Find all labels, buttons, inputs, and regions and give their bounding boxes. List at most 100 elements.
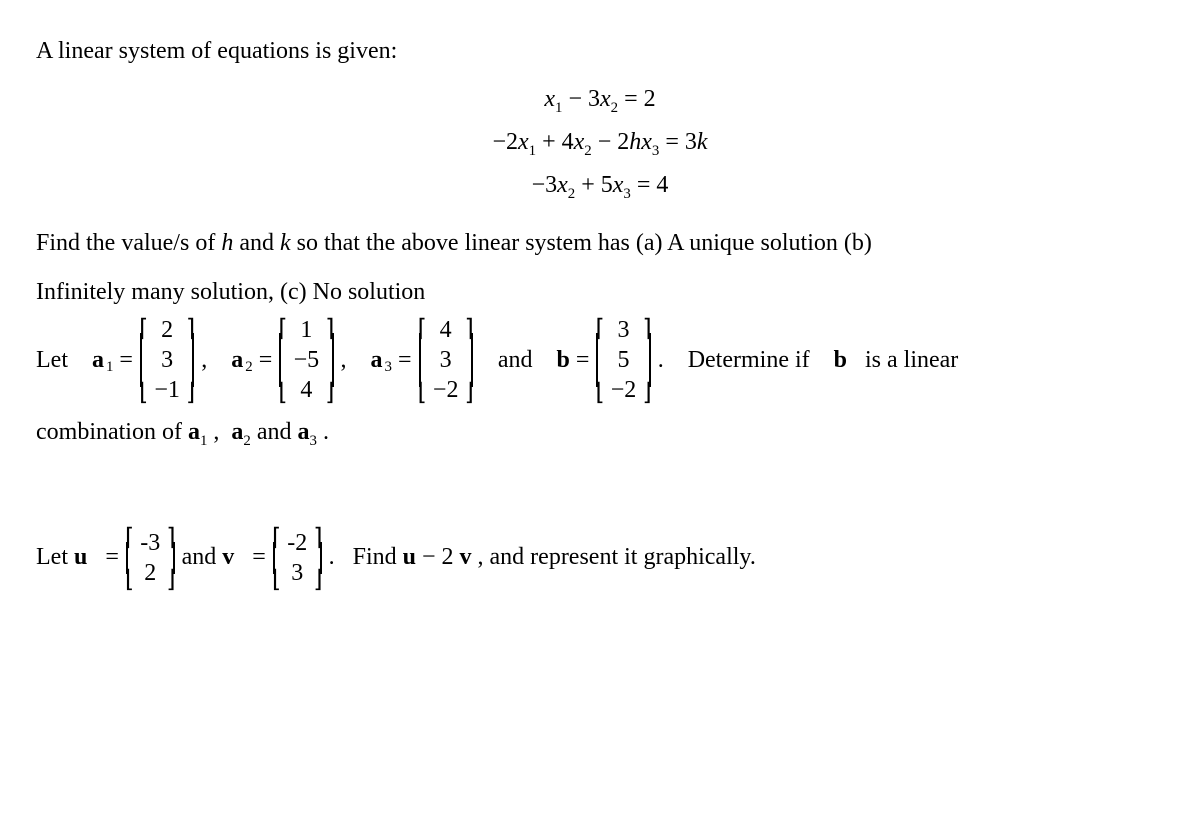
minus-2: − 2 [422, 538, 454, 576]
eq2-a: −2 [492, 129, 518, 155]
eq3-x2: x [557, 172, 568, 198]
equation-1: x1 − 3x2 = 2 [36, 80, 1164, 121]
a2-eq: = [259, 341, 273, 379]
question-line-1: Find the value/s of h and k so that the … [36, 224, 1164, 262]
combo-and: and [257, 419, 298, 445]
a2-e0: 1 [300, 315, 312, 345]
and-label: and [498, 341, 533, 379]
a3-e2: −2 [433, 375, 459, 405]
find-u: u [403, 538, 416, 576]
eq2-s2: 2 [584, 143, 591, 159]
a3-e1: 3 [440, 345, 452, 375]
v-e1: 3 [291, 558, 303, 588]
comma-1: , [201, 341, 207, 379]
combo-comma: , [213, 419, 219, 445]
eq2-k: k [697, 129, 708, 155]
intro-text: A linear system of equations is given: [36, 32, 1164, 70]
a1-e2: −1 [154, 375, 180, 405]
combo-a3: a [298, 419, 310, 445]
q-part-a: Find the value/s of [36, 230, 221, 256]
a1-sub: 1 [106, 345, 113, 375]
a2-sym: a [231, 341, 243, 379]
combo-s2: 2 [243, 433, 250, 449]
u-e1: 2 [144, 558, 156, 588]
is-linear: is a linear [865, 341, 958, 379]
determine-label: Determine if [688, 341, 810, 379]
v-e0: -2 [287, 528, 307, 558]
combo-a2: a [231, 419, 243, 445]
vector-v: ⌈⌊ -23 ⌉⌋ [272, 530, 323, 586]
combo-s1: 1 [200, 433, 207, 449]
eq1-x1: x [544, 86, 555, 112]
combo-a1: a [188, 419, 200, 445]
equation-3: −3x2 + 5x3 = 4 [36, 166, 1164, 207]
eq2-c: − 2 [592, 129, 630, 155]
a1-eq: = [119, 341, 133, 379]
b-is: b [834, 341, 847, 379]
b-label: b = [556, 341, 589, 379]
a1-e1: 3 [161, 345, 173, 375]
eq3-s3: 3 [623, 185, 630, 201]
vector-b: ⌈⌊ 35−2 ⌉⌋ [595, 321, 651, 399]
a1-e0: 2 [161, 315, 173, 345]
eq1-rhs: = 2 [618, 86, 656, 112]
dot: . [658, 341, 664, 379]
comma-2: , [341, 341, 347, 379]
tail-text: , and represent it graphically. [478, 538, 756, 576]
eq1-x2: x [600, 86, 611, 112]
eq2-h: h [629, 129, 641, 155]
vector-a1: ⌈⌊ 23−1 ⌉⌋ [139, 321, 195, 399]
find-label: Find [353, 538, 397, 576]
b-e0: 3 [618, 315, 630, 345]
combo-s3: 3 [310, 433, 317, 449]
a2-sub: 2 [245, 345, 252, 375]
uv-row: Let u = ⌈⌊ -32 ⌉⌋ and v = ⌈⌊ -23 ⌉⌋ . Fi… [36, 530, 1164, 586]
u-sym: u [74, 538, 87, 576]
question-line-2: Infinitely many solution, (c) No solutio… [36, 273, 1164, 311]
a1-label: a 1 = [92, 341, 133, 379]
a3-eq: = [398, 341, 412, 379]
v-sym: v [222, 538, 234, 576]
eq1-mid: − 3 [562, 86, 600, 112]
equation-2: −2x1 + 4x2 − 2hx3 = 3k [36, 123, 1164, 164]
q-k: k [280, 230, 291, 256]
u-e0: -3 [140, 528, 160, 558]
eq3-rhs: = 4 [631, 172, 669, 198]
let-label: Let [36, 341, 68, 379]
let-u-label: Let [36, 538, 68, 576]
b-sym: b [556, 341, 569, 379]
combo-lead: combination of [36, 419, 188, 445]
vector-u: ⌈⌊ -32 ⌉⌋ [125, 530, 176, 586]
a2-e2: 4 [300, 375, 312, 405]
eq2-x3: x [641, 129, 652, 155]
combination-line: combination of a1 , a2 and a3 . [36, 413, 1164, 454]
eq2-x1: x [518, 129, 529, 155]
a3-sym: a [371, 341, 383, 379]
eq2-b: + 4 [536, 129, 574, 155]
b-e1: 5 [618, 345, 630, 375]
combo-dot: . [323, 419, 329, 445]
a1-sym: a [92, 341, 104, 379]
a2-label: a 2 = [231, 341, 272, 379]
a3-e0: 4 [440, 315, 452, 345]
vectors-row: Let a 1 = ⌈⌊ 23−1 ⌉⌋ , a 2 = ⌈⌊ 1−54 ⌉⌋ … [36, 321, 1164, 399]
b-eq: = [576, 341, 590, 379]
a3-sub: 3 [385, 345, 392, 375]
q-part-c: so that the above linear system has (a) … [291, 230, 872, 256]
q-h: h [221, 230, 233, 256]
eq3-x3: x [613, 172, 624, 198]
find-v: v [460, 538, 472, 576]
eq3-a: −3 [532, 172, 558, 198]
u-eq: = [105, 538, 119, 576]
a3-label: a 3 = [371, 341, 412, 379]
eq2-s1: 1 [529, 143, 536, 159]
vector-a2: ⌈⌊ 1−54 ⌉⌋ [278, 321, 334, 399]
v-eq: = [252, 538, 266, 576]
eq2-x2: x [574, 129, 585, 155]
b-e2: −2 [611, 375, 637, 405]
a2-e1: −5 [294, 345, 320, 375]
vector-a3: ⌈⌊ 43−2 ⌉⌋ [418, 321, 474, 399]
uv-and: and [182, 538, 217, 576]
eq1-sub2: 2 [611, 100, 618, 116]
q-and: and [233, 230, 280, 256]
